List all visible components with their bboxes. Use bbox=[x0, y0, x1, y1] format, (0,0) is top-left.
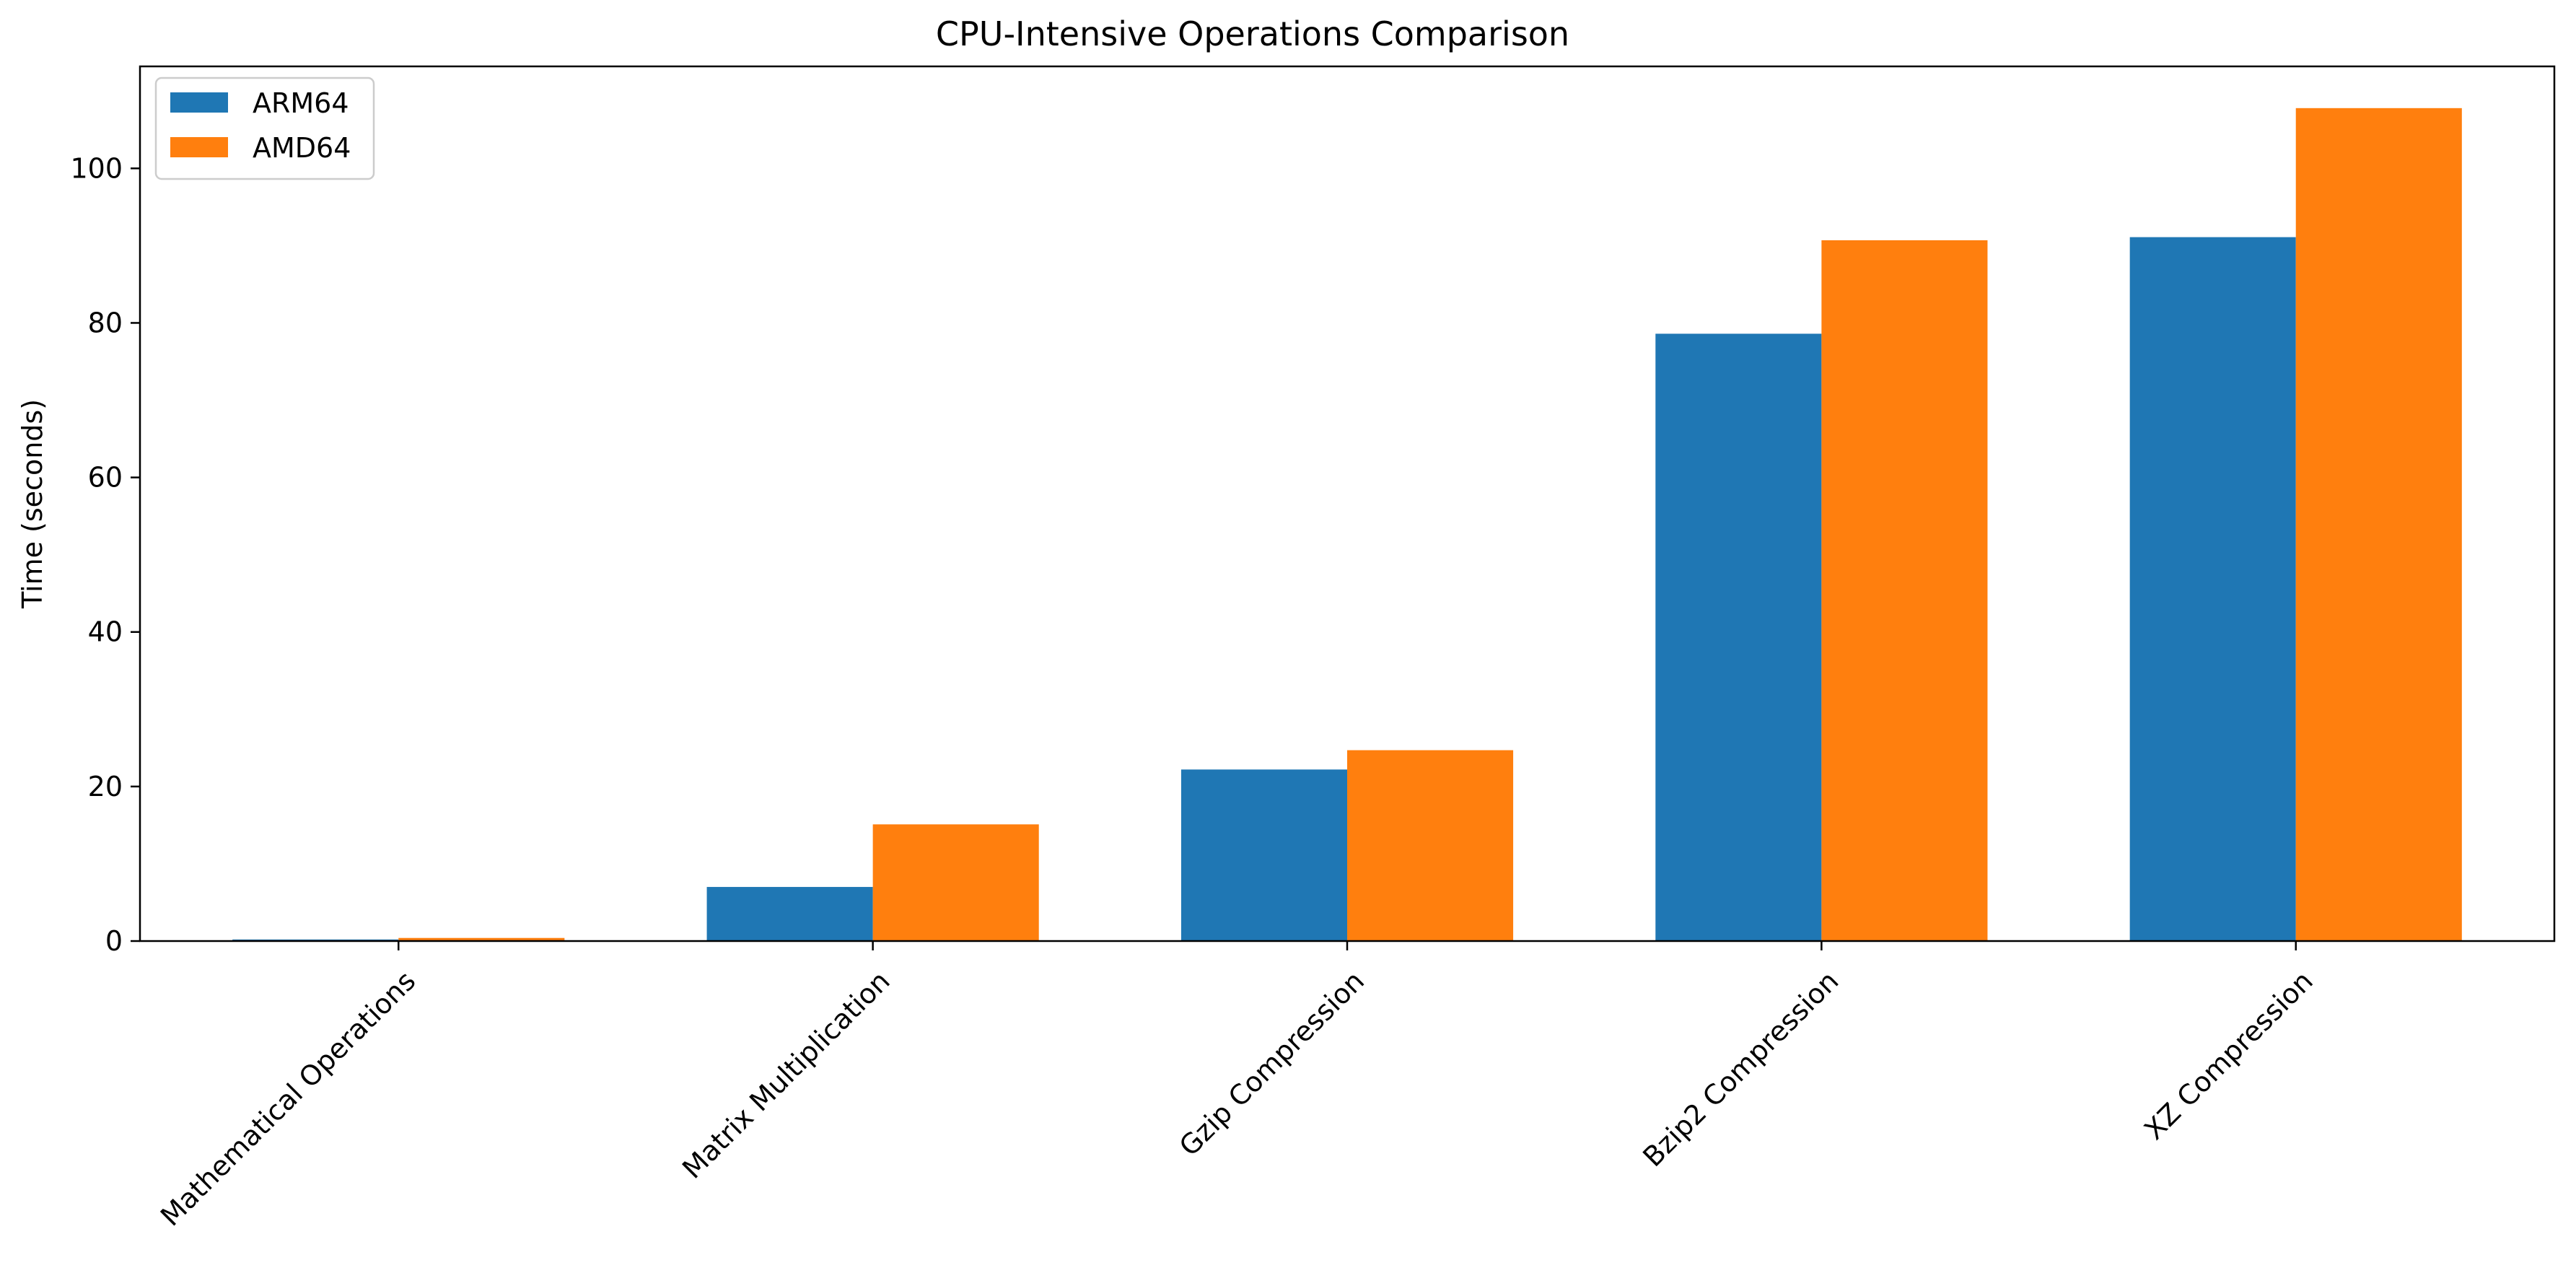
bar bbox=[706, 887, 873, 941]
legend-label: ARM64 bbox=[253, 87, 349, 119]
y-axis-label: Time (seconds) bbox=[17, 399, 48, 609]
y-tick-label: 0 bbox=[105, 925, 123, 957]
bar bbox=[2295, 108, 2462, 941]
y-tick-label: 80 bbox=[88, 307, 123, 338]
bar bbox=[2129, 237, 2296, 941]
y-tick-label: 100 bbox=[70, 152, 123, 184]
legend: ARM64 AMD64 bbox=[154, 76, 375, 180]
y-axis: 0 20 40 60 80 100 bbox=[70, 152, 140, 957]
legend-label: AMD64 bbox=[253, 132, 351, 164]
bar bbox=[1180, 769, 1347, 941]
legend-swatch bbox=[170, 92, 228, 113]
legend-swatch bbox=[170, 137, 228, 157]
y-tick-label: 60 bbox=[88, 462, 123, 494]
chart-title: CPU-Intensive Operations Comparison bbox=[936, 14, 1569, 53]
bar bbox=[1821, 240, 1988, 941]
y-tick-label: 20 bbox=[88, 771, 123, 802]
bar bbox=[398, 937, 565, 941]
plot-frame bbox=[139, 65, 2556, 942]
bars-layer bbox=[232, 108, 2462, 942]
bar bbox=[872, 824, 1039, 941]
y-tick-label: 40 bbox=[88, 616, 123, 648]
bar bbox=[1655, 333, 1822, 942]
bar bbox=[1347, 750, 1514, 941]
